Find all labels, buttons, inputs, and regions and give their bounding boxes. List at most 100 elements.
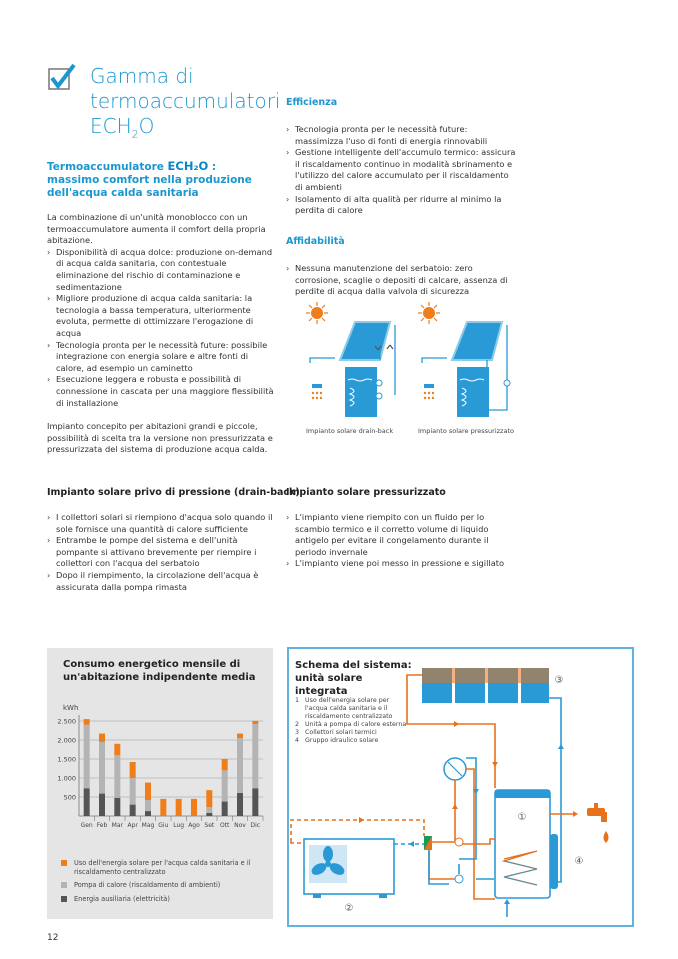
legend-label: Energia ausiliaria (elettricità): [74, 894, 170, 903]
sun-icon: [423, 307, 435, 319]
checkmark-box-icon: [48, 64, 76, 90]
tank-icon: [457, 367, 489, 417]
schema-legend: 1 Uso dell'energia solare per l'acqua cal…: [295, 697, 410, 745]
chart-legend: Uso dell'energia solare per l'acqua cald…: [61, 859, 261, 908]
drainback-illustration: [306, 302, 396, 417]
label-4: ④: [575, 856, 584, 867]
drainback-caption: Impianto solare drain-back: [306, 427, 394, 435]
shower-icon: [424, 384, 434, 388]
x-tick-label: Apr: [127, 822, 138, 829]
bar-segment: [83, 724, 90, 789]
intro-bullets: Disponibilità di acqua dolce: produzione…: [47, 247, 277, 409]
sun-icon: [311, 307, 323, 319]
y-tick-label: 1.000: [57, 775, 76, 783]
x-tick-label: Mar: [112, 822, 124, 829]
legend-swatch: [61, 895, 67, 902]
bar-segment: [175, 798, 182, 816]
x-tick-label: Feb: [97, 822, 108, 829]
solar-illustrations: [306, 302, 511, 417]
x-tick-label: Giu: [158, 822, 168, 829]
list-item: Nessuna manutenzione del serbatoio: zero…: [286, 263, 516, 298]
intro-paragraph: La combinazione di un'unità monoblocco c…: [47, 212, 266, 246]
bar-segment: [99, 733, 105, 742]
list-item: L'impianto viene poi messo in pressione …: [286, 558, 516, 570]
title-line: Gamma di: [90, 64, 194, 88]
bar-segment: [99, 793, 105, 816]
legend-swatch: [61, 860, 67, 866]
x-tick-label: Ago: [188, 822, 200, 829]
bar-segment: [129, 778, 136, 805]
bar-segment: [83, 719, 90, 725]
y-tick-label: 500: [64, 794, 76, 802]
pressurized-caption: Impianto solare pressurizzato: [418, 427, 514, 435]
tap-icon: [587, 803, 609, 843]
bar-segment: [206, 807, 213, 813]
fan-icon: [311, 846, 345, 875]
schema-legend-item: 4 Gruppo idraulico solare: [295, 737, 379, 744]
bar-segment: [114, 743, 121, 756]
tank-icon: [345, 367, 377, 417]
list-item: Gestione intelligente dell'accumulo term…: [286, 147, 516, 193]
x-tick-label: Ott: [220, 822, 230, 829]
system-diagram: ① ② ③ ④: [290, 668, 609, 917]
bar-segment: [145, 782, 151, 801]
list-item: Tecnologia pronta per le necessità futur…: [47, 340, 277, 375]
bar-segment: [191, 798, 197, 816]
affidabilita-bullets: Nessuna manutenzione del serbatoio: zero…: [286, 263, 516, 298]
list-item: Isolamento di alta qualità per ridurre a…: [286, 194, 516, 217]
intro-subtitle: Termoaccumulatore ECH₂O : massimo comfort…: [47, 159, 252, 200]
bar-segment: [237, 738, 243, 793]
legend-item: Uso dell'energia solare per l'acqua cald…: [61, 859, 261, 876]
bar-segment: [129, 804, 136, 816]
shower-icon: [312, 384, 322, 388]
solar-panel-icon: [338, 321, 392, 361]
schema-legend-item: 3 Collettori solari termici: [295, 729, 377, 736]
chart-title: Consumo energetico mensile di un'abitazi…: [63, 659, 256, 683]
legend-item: Energia ausiliaria (elettricità): [61, 895, 261, 904]
x-tick-label: Dic: [251, 822, 261, 829]
bar-segment: [145, 811, 151, 816]
bar-segment: [160, 798, 167, 816]
list-item: Dopo il riempimento, la circolazione del…: [47, 570, 277, 593]
solar-panel-icon: [450, 321, 504, 361]
valve-icon: [454, 837, 464, 847]
list-item: Migliore produzione di acqua calda sanit…: [47, 293, 277, 339]
chart-panel: Consumo energetico mensile di un'abitazi…: [47, 648, 273, 919]
bar-segment: [114, 755, 121, 798]
x-tick-label: Gen: [81, 822, 93, 829]
legend-item: Pompa di calore (riscaldamento di ambien…: [61, 881, 261, 890]
list-item: Esecuzione leggera e robusta e possibili…: [47, 374, 277, 409]
x-tick-label: Set: [204, 822, 215, 829]
page-title: Gamma di termoaccumulatori ECH2O: [90, 64, 281, 147]
label-2: ②: [345, 903, 354, 914]
title-line: termoaccumulatori: [90, 89, 281, 113]
bar-segment: [83, 788, 90, 816]
bar-segment: [206, 812, 213, 816]
legend-label: Uso dell'energia solare per l'acqua cald…: [74, 859, 251, 876]
pressurized-illustration: [418, 302, 511, 417]
bar-segment: [221, 801, 228, 816]
schema-legend-item: 1 Uso dell'energia solare per l'acqua cal…: [295, 697, 393, 720]
y-tick-label: 2.500: [57, 718, 76, 726]
system-schema-panel: Schema del sistema: unità solare integra…: [287, 647, 634, 927]
legend-label: Pompa di calore (riscaldamento di ambien…: [74, 881, 221, 889]
bar-segment: [206, 790, 213, 808]
label-3: ③: [555, 675, 564, 686]
schema-title: Schema del sistema: unità solare integra…: [295, 660, 412, 697]
legend-swatch: [61, 882, 67, 888]
bar-segment: [221, 770, 228, 802]
efficienza-bullets: Tecnologia pronta per le necessità futur…: [286, 124, 516, 217]
valve-icon: [454, 874, 464, 884]
list-item: Tecnologia pronta per le necessità futur…: [286, 124, 516, 147]
schema-legend-item: 2 Unità a pompa di calore esterna: [295, 721, 407, 728]
y-axis-label: kWh: [63, 704, 78, 712]
bar-segment: [252, 721, 259, 725]
intro-text: La combinazione di un'unità monoblocco c…: [47, 212, 277, 456]
ech2o-logo: ECH₂O: [167, 159, 209, 173]
bar-segment: [145, 800, 151, 812]
list-item: Entrambe le pompe del sistema e dell'uni…: [47, 535, 277, 570]
x-tick-label: Nov: [234, 822, 246, 829]
solar-collectors-icon: [422, 668, 549, 703]
list-item: L'impianto viene riempito con un fluido …: [286, 512, 516, 558]
